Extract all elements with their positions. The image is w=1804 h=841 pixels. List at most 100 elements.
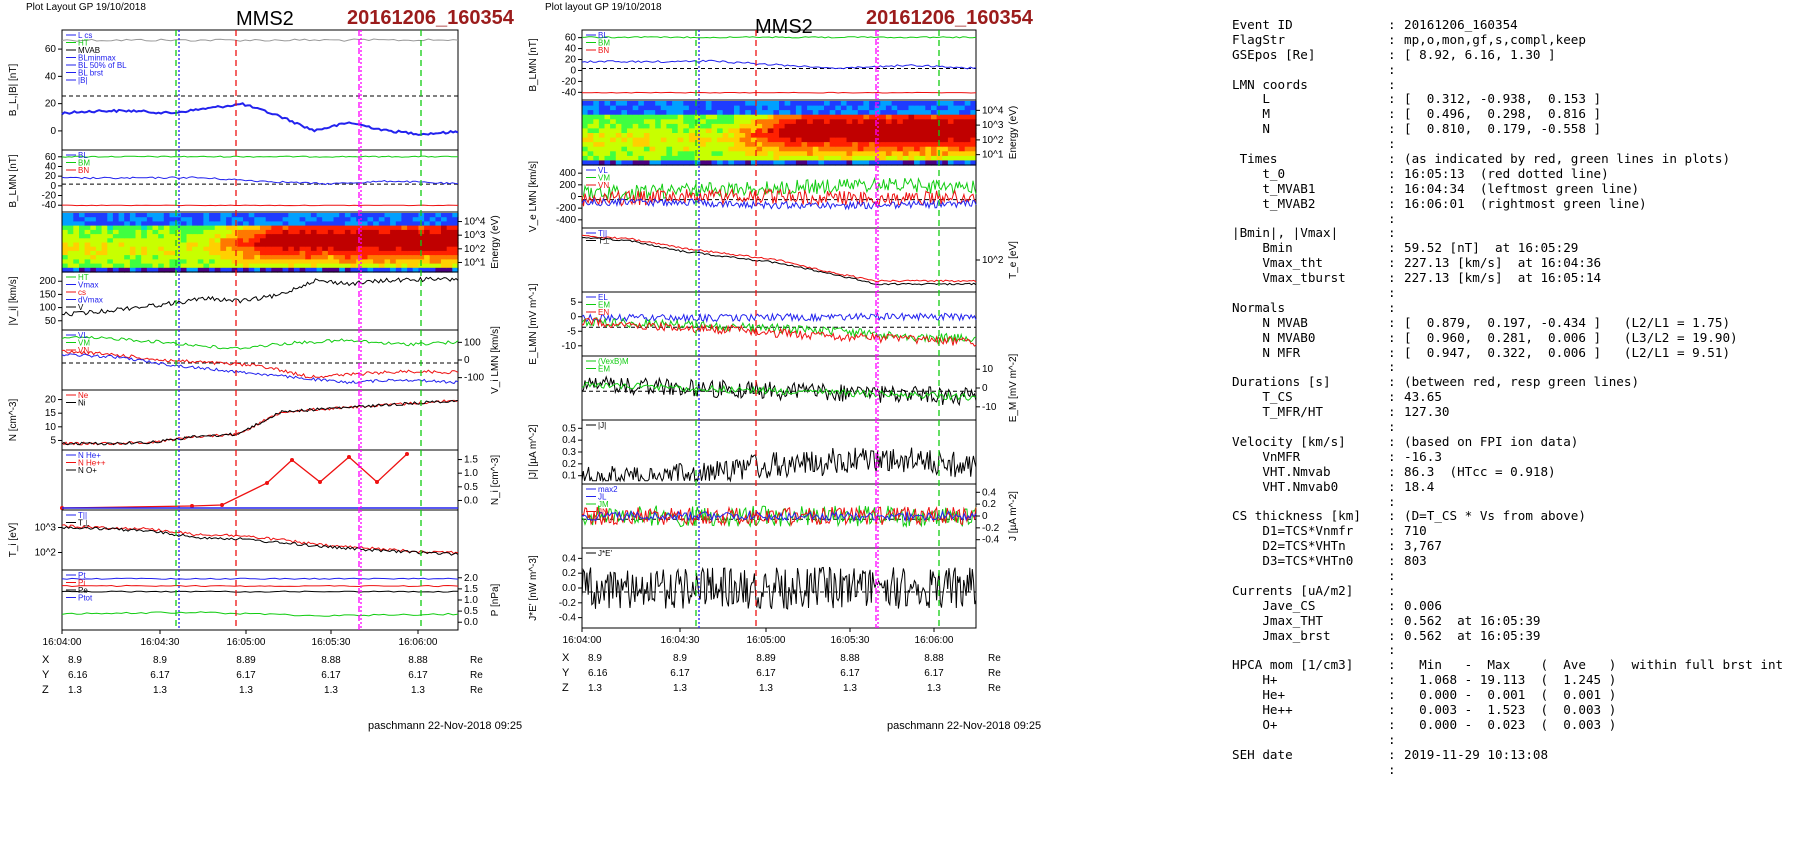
spectrogram-cell [401,267,408,273]
spectrogram-cell [807,123,814,130]
spectrogram-cell [694,160,701,166]
spectrogram-cell [959,137,966,143]
spectrogram-cell [288,238,295,244]
info-row: Bmin:59.52 [nT] at 16:05:29 [1232,240,1802,256]
spectrogram-cell [840,142,848,148]
info-row: O+: 0.000 - 0.023 ( 0.003 ) [1232,717,1802,733]
spectrogram-cell [919,101,926,107]
spectrogram-cell [429,217,436,222]
spectrogram-cell [339,234,346,239]
spectrogram-cell [429,238,436,244]
spectrogram-cell [869,142,876,148]
spectrogram-cell [310,213,318,218]
spectrogram-cell [305,217,312,222]
spectrogram-cell [350,229,357,235]
spectrogram-cell [885,137,893,143]
spectrogram-cell [700,142,707,148]
spectrogram-cell [90,213,97,218]
spectrogram-cell [180,221,188,227]
spectrogram-cell [203,250,210,256]
spectrogram-cell [756,119,763,125]
spectrogram-cell [970,142,977,148]
spectrogram-cell [587,101,594,107]
spectrogram-cell [327,255,335,260]
spectrogram-cell [931,146,938,152]
spectrogram-cell [322,263,329,269]
panel-frame [581,291,977,357]
spectrogram-cell [310,246,318,252]
info-colon: : [1388,687,1396,703]
spectrogram-cell [818,119,825,125]
spectrogram-cell [452,250,459,256]
spectrogram-cell [158,234,165,239]
info-row: D1=TCS*Vnmfr:710 [1232,523,1802,539]
spectrogram-cell [655,119,662,125]
spectrogram-cell [717,142,724,148]
spectrogram-cell [756,105,763,111]
spectrogram-cell [795,133,803,139]
info-row: Jmax_THT:0.562 at 16:05:39 [1232,613,1802,629]
spectrogram-cell [310,259,318,265]
spectrogram-cell [897,123,904,130]
spectrogram-cell [672,123,679,130]
spectrogram-cell [953,155,960,162]
spectrogram-cell [152,267,159,273]
spectrogram-cell [790,119,797,125]
spectrogram-cell [169,242,176,248]
spectrogram-cell [390,246,397,252]
axis-label: B_L,|B| [nT] [8,64,19,117]
spectrogram-cell [874,146,881,152]
spectrogram-cell [688,137,696,143]
spectrogram-cell [795,114,803,120]
spectrogram-cell [593,123,600,130]
spectrogram-cell [880,119,887,125]
spectrogram-cell [79,229,86,235]
spectrogram-cell [367,267,374,273]
spectrogram-cell [277,213,284,218]
spectrogram-cell [953,137,960,143]
spectrogram-cell [587,119,594,125]
spectrogram-cell [226,217,233,222]
spectrogram-cell [942,142,949,148]
axis-tick-label: 60 [565,33,577,44]
spectrogram-cell [90,225,97,231]
info-key: CS thickness [km] [1232,508,1361,524]
spectrogram-cell [163,250,171,256]
info-key: Jave_CS [1232,597,1316,613]
spectrogram-cell [672,142,679,148]
spectrogram-cell [931,155,938,162]
spectrogram-cell [964,146,971,152]
VN-trace [61,349,459,379]
spectrogram-cell [344,242,352,248]
spectrogram-cell [734,128,741,134]
spectrogram-cell [158,250,165,256]
spectrogram-cell [835,123,842,130]
spectrogram-cell [186,238,193,244]
spectrogram-cell [807,160,814,166]
info-key: T_MFR/HT [1232,404,1323,420]
spectrogram-cell [424,229,431,235]
spectrogram-cell [277,217,284,222]
spectrogram-cell [728,160,735,166]
spectrogram-cell [795,128,803,134]
spectrogram-cell [801,160,808,166]
spectrogram-cell [919,123,926,130]
spectrogram-cell [412,250,419,256]
spectrogram-cell [739,123,746,130]
spectrogram-cell [197,225,205,231]
spectrogram-cell [779,142,786,148]
spectrogram-cell [350,238,357,244]
spectrogram-cell [773,155,780,162]
spectrogram-cell [124,267,131,273]
He++-point [375,480,379,484]
info-key [1232,569,1388,584]
spectrogram-cell [282,246,289,252]
spectrogram-cell [874,105,881,111]
spectrogram-cell [593,105,600,111]
spectrogram-cell [339,221,346,227]
spectrogram-cell [192,221,199,227]
spectrogram-cell [582,119,589,125]
spectrogram-cell [587,146,594,152]
